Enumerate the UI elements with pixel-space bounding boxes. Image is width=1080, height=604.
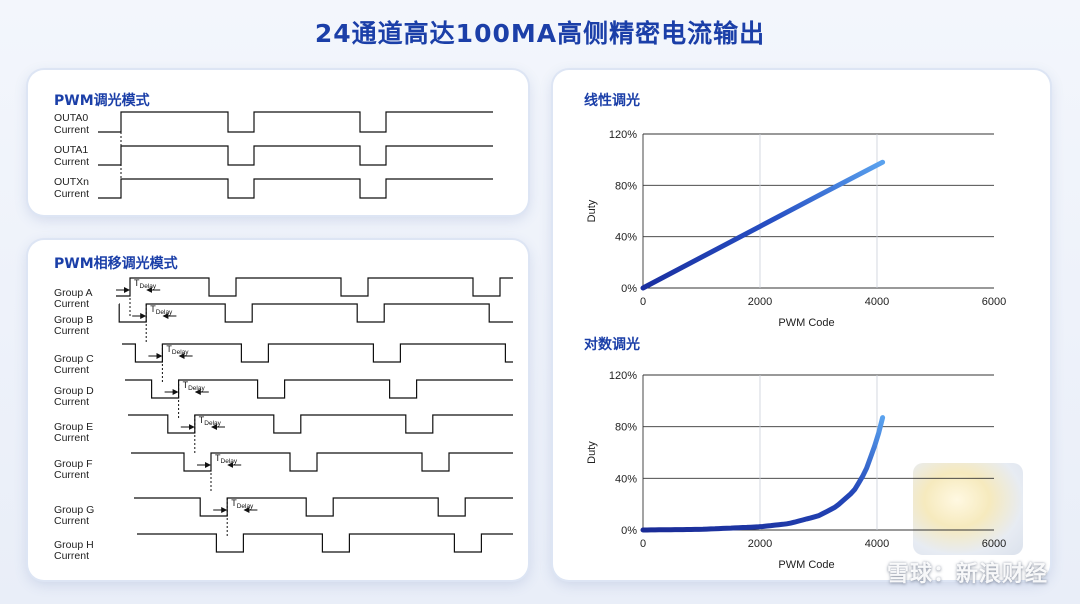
- watermark-text: 雪球：新浪财经: [886, 562, 1048, 587]
- dimming-curves-panel: 线性调光 对数调光 0% 40% 80% 120% 0 2000 4000 6000 PWM C…: [553, 70, 1050, 580]
- signal-label-line1: OUTA0: [54, 112, 88, 124]
- delay-label: TDelay: [215, 453, 238, 465]
- log-dimming-chart: 0% 40% 80% 120% 0 2000 4000 6000 PWM Code Duty: [586, 370, 1006, 571]
- group-label-line1: Group C: [54, 353, 94, 365]
- group-label-line1: Group D: [54, 385, 94, 397]
- pwm-signal-1: OUTA1 Current: [54, 144, 493, 168]
- x-tick-label: 6000: [982, 296, 1006, 308]
- series-line: [640, 159, 886, 291]
- group-label-line2: Current: [54, 364, 89, 376]
- linear-dimming-chart: 0% 40% 80% 120% 0 2000 4000 6000 PWM Code Duty: [586, 129, 1006, 329]
- group-label-line2: Current: [54, 432, 89, 444]
- signal-label-line1: OUTXn: [54, 176, 89, 188]
- pwm-dimming-panel: PWM调光模式 OUTA0 Current OUTA1 Current OUTX…: [28, 70, 528, 215]
- x-tick-label: 6000: [982, 538, 1006, 550]
- group-label-line1: Group G: [54, 504, 94, 516]
- delay-label: TDelay: [231, 498, 254, 510]
- delay-label: TDelay: [166, 344, 189, 356]
- x-tick-label: 0: [640, 296, 646, 308]
- y-tick-label: 120%: [609, 129, 637, 141]
- group-label-line2: Current: [54, 396, 89, 408]
- delay-label: TDelay: [134, 278, 157, 290]
- y-tick-label: 0%: [621, 283, 637, 295]
- delay-label: TDelay: [150, 304, 173, 316]
- group-label-line2: Current: [54, 325, 89, 337]
- x-tick-label: 2000: [748, 296, 772, 308]
- y-axis-label: Duty: [586, 199, 598, 222]
- group-waveform: [134, 497, 513, 517]
- x-axis-label: PWM Code: [778, 559, 834, 571]
- x-tick-label: 0: [640, 538, 646, 550]
- delay-label: TDelay: [183, 380, 206, 392]
- pwm-panel-title: PWM调光模式: [54, 93, 150, 109]
- y-tick-label: 80%: [615, 180, 637, 192]
- group-label-line1: Group E: [54, 421, 93, 433]
- y-tick-label: 40%: [615, 232, 637, 244]
- y-tick-label: 80%: [615, 422, 637, 434]
- group-label-line2: Current: [54, 298, 89, 310]
- group-waveform: [118, 303, 513, 323]
- signal-label-line2: Current: [54, 124, 89, 136]
- x-axis-label: PWM Code: [778, 317, 834, 329]
- y-tick-label: 40%: [615, 473, 637, 485]
- x-tick-label: 4000: [865, 296, 889, 308]
- group-label-line1: Group F: [54, 458, 93, 470]
- group-label-line1: Group H: [54, 539, 94, 551]
- group-waveform: [137, 533, 513, 553]
- page-title: 24通道高达100MA高侧精密电流输出: [314, 19, 766, 48]
- dimming-charts: 0% 40% 80% 120% 0 2000 4000 6000 PWM Code Duty 0% 4…: [586, 129, 1006, 571]
- signal-label-line2: Current: [54, 156, 89, 168]
- phase-panel-title: PWM相移调光模式: [54, 256, 178, 272]
- signal-label-line2: Current: [54, 188, 89, 200]
- pwm-timing-diagram: OUTA0 Current OUTA1 Current OUTXn Curren…: [54, 111, 493, 200]
- group-label-line2: Current: [54, 550, 89, 562]
- y-tick-label: 120%: [609, 370, 637, 382]
- group-waveform: [122, 343, 513, 363]
- pwm-signal-2: OUTXn Current: [54, 176, 493, 200]
- group-label-line1: Group B: [54, 314, 93, 326]
- signal-label-line1: OUTA1: [54, 144, 88, 156]
- log-chart-title: 对数调光: [584, 337, 640, 353]
- group-waveform: [116, 277, 513, 297]
- y-tick-label: 0%: [621, 525, 637, 537]
- group-waveform: [128, 414, 513, 434]
- pwm-phase-shift-panel: PWM相移调光模式 Group A Current TDelay Group B Cur…: [28, 240, 528, 580]
- x-tick-label: 2000: [748, 538, 772, 550]
- group-waveform: [125, 379, 513, 399]
- series-line: [640, 415, 886, 533]
- group-label-line2: Current: [54, 515, 89, 527]
- y-axis-label: Duty: [586, 441, 598, 464]
- pwm-signal-0: OUTA0 Current: [54, 111, 493, 136]
- x-tick-label: 4000: [865, 538, 889, 550]
- group-label-line1: Group A: [54, 287, 93, 299]
- delay-label: TDelay: [199, 415, 222, 427]
- group-waveform: [131, 452, 513, 472]
- linear-chart-title: 线性调光: [584, 93, 640, 109]
- group-label-line2: Current: [54, 469, 89, 481]
